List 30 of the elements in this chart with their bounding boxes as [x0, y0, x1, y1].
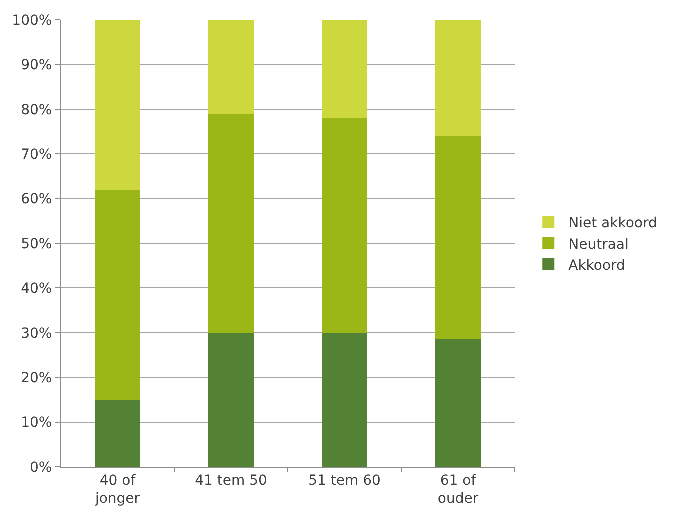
y-tick-label: 40%	[21, 281, 52, 298]
x-tick-label: 61 of ouder	[438, 472, 479, 507]
legend-label: Niet akkoord	[568, 216, 658, 232]
bar	[95, 20, 140, 190]
x-tick-label: 40 of jonger	[94, 472, 140, 507]
y-tick-label: 80%	[21, 102, 52, 118]
bar	[208, 20, 254, 114]
x-tick-label: 51 tem 60	[308, 472, 381, 489]
bar	[322, 20, 368, 118]
bar	[208, 332, 254, 467]
bar	[322, 332, 368, 467]
y-tick-label: 30%	[21, 326, 52, 342]
bar	[436, 340, 481, 467]
y-tick-label: 60%	[21, 192, 52, 208]
bar	[436, 136, 481, 340]
legend-label: Neutraal	[568, 236, 629, 253]
y-tick-label: 50%	[21, 236, 52, 252]
y-tick-label: 0%	[30, 460, 52, 476]
x-tick-label: 41 tem 50	[195, 472, 268, 489]
bar	[95, 190, 140, 400]
y-tick-label: 10%	[21, 415, 52, 432]
y-tick-label: 90%	[21, 58, 52, 74]
y-tick-label: 20%	[21, 370, 52, 386]
bar	[95, 400, 140, 467]
y-tick-label: 70%	[21, 147, 52, 163]
bar	[208, 114, 254, 333]
bar	[322, 118, 368, 333]
bar	[436, 20, 481, 136]
legend-label: Akkoord	[568, 258, 626, 274]
y-tick-label: 100%	[12, 12, 52, 29]
